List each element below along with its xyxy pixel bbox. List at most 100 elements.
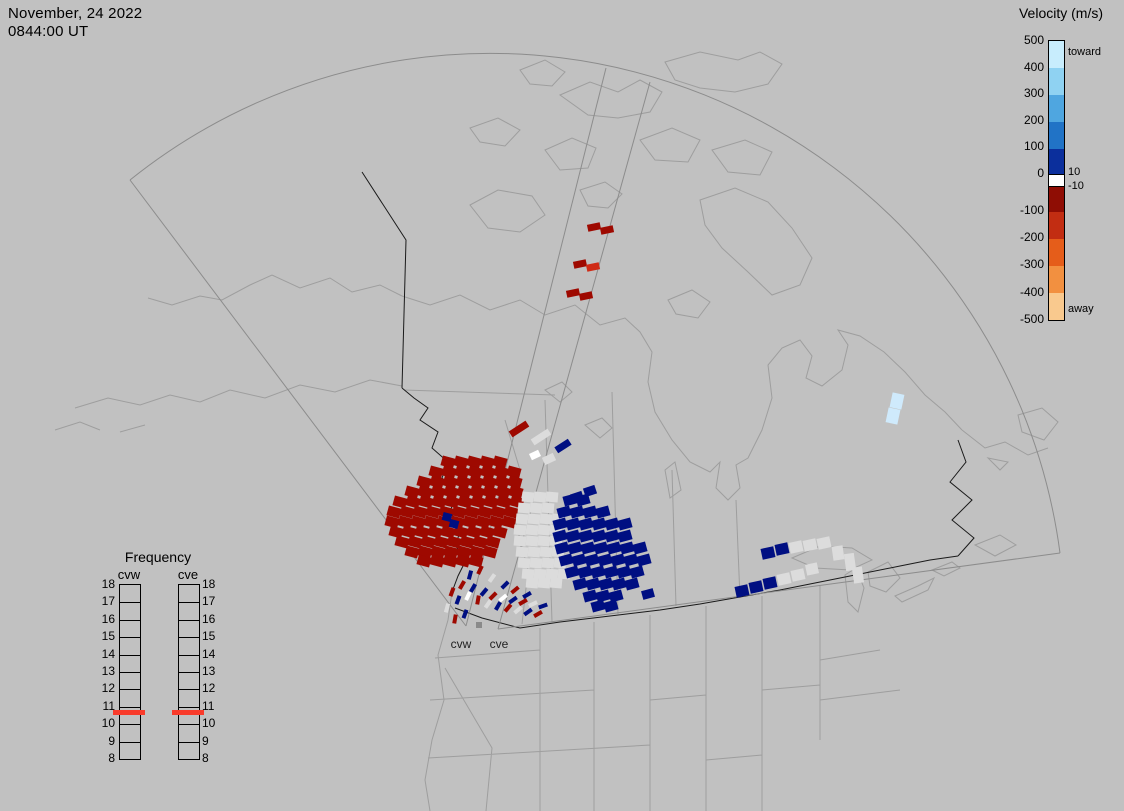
velocity-tick-label: -200	[1019, 230, 1044, 244]
velocity-cell	[599, 225, 615, 235]
radar-fov-fan	[129, 52, 1061, 630]
velocity-cell	[448, 518, 460, 530]
colorbar-segment	[1049, 293, 1064, 320]
frequency-tick-label: 14	[101, 646, 115, 661]
velocity-cell	[433, 535, 449, 549]
velocity-cell	[541, 502, 555, 514]
velocity-cell	[452, 614, 458, 624]
velocity-cell	[585, 577, 601, 591]
frequency-ladder-rung	[179, 689, 199, 690]
velocity-cell	[598, 577, 614, 591]
velocity-cell	[603, 565, 619, 579]
velocity-cell	[461, 609, 469, 619]
velocity-cell	[475, 515, 491, 529]
velocity-cell	[528, 600, 538, 608]
radar-label-cve: cve	[489, 637, 509, 651]
velocity-cell	[407, 535, 423, 549]
velocity-cell	[513, 524, 527, 536]
velocity-cell	[394, 535, 410, 549]
velocity-cell	[545, 568, 559, 580]
velocity-cell	[578, 291, 594, 301]
velocity-cell	[388, 525, 404, 539]
velocity-cell	[451, 505, 467, 519]
velocity-cell	[604, 529, 620, 543]
velocity-tick-label: -500	[1019, 312, 1044, 326]
velocity-cell	[479, 455, 495, 469]
velocity-cell	[444, 495, 460, 509]
velocity-cell	[582, 505, 598, 519]
velocity-cell	[517, 557, 531, 569]
alaska-south-coast	[54, 379, 403, 433]
velocity-cell	[554, 541, 570, 555]
velocity-cell	[595, 589, 611, 603]
velocity-cell	[508, 595, 518, 605]
velocity-cell	[569, 490, 585, 504]
velocity-cell	[454, 595, 462, 605]
velocity-side-label: away	[1068, 303, 1094, 315]
velocity-cell	[522, 591, 532, 599]
velocity-cell	[530, 428, 552, 446]
velocity-cell	[558, 553, 574, 567]
velocity-cell	[518, 598, 528, 606]
frequency-ladder-rung	[120, 637, 140, 638]
velocity-cell	[475, 595, 481, 605]
frequency-ladder-rung	[179, 637, 199, 638]
velocity-cell	[608, 589, 624, 603]
velocity-cell	[565, 529, 581, 543]
velocity-cell	[527, 546, 541, 558]
frequency-ladder-cvw	[119, 584, 141, 760]
velocity-cell	[760, 546, 776, 560]
velocity-cell	[617, 529, 633, 543]
velocity-cell	[466, 455, 482, 469]
velocity-cell	[595, 505, 611, 519]
velocity-cell	[521, 568, 535, 580]
velocity-cell	[528, 449, 542, 461]
velocity-cell	[603, 599, 619, 613]
velocity-cell	[565, 288, 581, 298]
velocity-cell	[464, 505, 480, 519]
velocity-cell	[569, 505, 585, 519]
velocity-cell	[482, 545, 498, 559]
velocity-cell	[480, 465, 496, 479]
velocity-cell	[423, 515, 439, 529]
velocity-cell	[440, 525, 456, 539]
velocity-cell	[525, 577, 539, 589]
colorbar-segment	[1049, 212, 1064, 239]
velocity-cell	[494, 601, 502, 611]
velocity-cell	[482, 485, 498, 499]
velocity-cell	[582, 589, 598, 603]
velocity-cell	[430, 485, 446, 499]
frequency-tick-label: 8	[202, 751, 209, 765]
velocity-cell	[513, 535, 527, 547]
velocity-cell	[788, 540, 804, 554]
frequency-tick-label: 9	[202, 733, 209, 748]
colorbar-segment	[1049, 68, 1064, 95]
velocity-cell	[508, 420, 530, 438]
velocity-cell	[466, 570, 474, 580]
velocity-cell	[476, 565, 484, 575]
colorbar-segment	[1049, 149, 1064, 174]
velocity-cell	[425, 505, 441, 519]
velocity-cell	[610, 553, 626, 567]
velocity-cell	[539, 513, 553, 525]
velocity-cell	[458, 580, 466, 590]
velocity-cell	[776, 572, 792, 586]
velocity-cell	[623, 553, 639, 567]
fov-right-boundary	[497, 552, 1061, 630]
frequency-ladder-rung	[120, 672, 140, 673]
velocity-cell	[537, 535, 551, 547]
great-lakes	[790, 545, 961, 613]
velocity-cell	[472, 535, 488, 549]
frequency-tick-label: 15	[202, 629, 216, 644]
velocity-cell	[417, 485, 433, 499]
velocity-tick-label: -400	[1019, 285, 1044, 299]
velocity-cell	[591, 517, 607, 531]
velocity-cell	[537, 524, 551, 536]
frequency-ladder-rung	[179, 620, 199, 621]
us-west-coast	[424, 591, 453, 811]
velocity-cell	[446, 535, 462, 549]
velocity-cell	[462, 515, 478, 529]
velocity-cell	[843, 552, 857, 572]
frequency-ladder-rung	[120, 742, 140, 743]
velocity-cell	[554, 438, 572, 454]
